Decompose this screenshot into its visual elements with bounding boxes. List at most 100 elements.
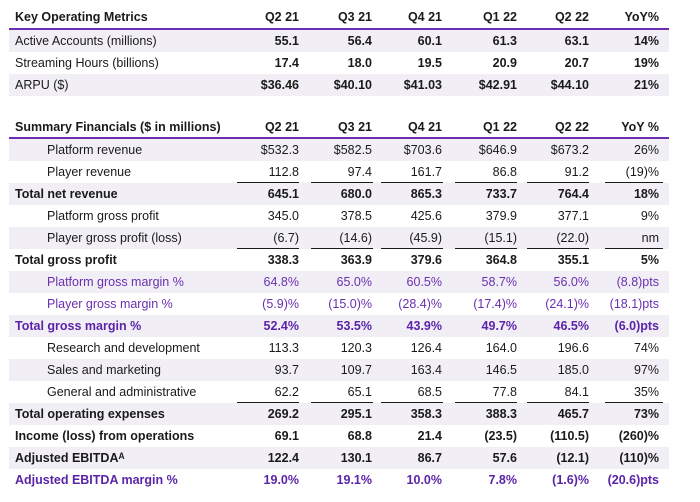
summary-financials-header: Summary Financials ($ in millions) Q2 21… [9, 116, 669, 138]
cell: 379.6 [410, 253, 442, 267]
sf-row-player-gross-margin: Player gross margin % (5.9)% (15.0)% (28.4)… [9, 293, 669, 315]
cell: 18.0 [347, 56, 372, 70]
cell: 17.4 [274, 56, 299, 70]
cell: 68.5 [417, 385, 442, 399]
cell: (6.0)pts [614, 319, 659, 333]
cell: 77.8 [492, 385, 517, 399]
cell: (15.0)% [328, 297, 372, 311]
cell: 63.1 [564, 34, 589, 48]
sf-row-total-gross-profit: Total gross profit 338.3 363.9 379.6 364.8 35… [9, 249, 669, 271]
cell: 425.6 [410, 209, 442, 223]
row-label: Total net revenue [15, 187, 118, 201]
sf-row-total-net-revenue: Total net revenue 645.1 680.0 865.3 733.7 764… [9, 183, 669, 205]
cell: 61.3 [492, 34, 517, 48]
cell: 58.7% [481, 275, 517, 289]
cell: 68.8 [347, 429, 372, 443]
cell: 49.7% [481, 319, 517, 333]
cell: 14% [633, 34, 659, 48]
cell: (14.6) [339, 231, 372, 245]
cell: 9% [640, 209, 659, 223]
cell: 21.4 [417, 429, 442, 443]
subtotal-rule [237, 248, 299, 249]
cell: 7.8% [488, 473, 518, 487]
sf-row-platform-gross-profit: Platform gross profit 345.0 378.5 425.6 379.… [9, 205, 669, 227]
cell: 97.4 [347, 165, 372, 179]
subtotal-rule [605, 248, 663, 249]
subtotal-rule [455, 182, 517, 183]
subtotal-rule [605, 182, 663, 183]
subtotal-rule [311, 402, 373, 403]
cell: 86.8 [492, 165, 517, 179]
cell: 358.3 [410, 407, 442, 421]
cell: 20.9 [492, 56, 517, 70]
cell: 69.1 [274, 429, 299, 443]
cell: $582.5 [333, 143, 372, 157]
cell: (17.4)% [473, 297, 517, 311]
row-label: Streaming Hours (billions) [15, 56, 159, 70]
cell: 163.4 [410, 363, 442, 377]
row-label: ARPU ($) [15, 78, 69, 92]
cell: 53.5% [336, 319, 372, 333]
cell: $673.2 [550, 143, 589, 157]
kom-header-q3-21: Q3 21 [337, 10, 372, 24]
subtotal-rule [311, 248, 373, 249]
sf-row-platform-gross-margin: Platform gross margin % 64.8% 65.0% 60.5% 58… [9, 271, 669, 293]
cell: $41.03 [403, 78, 442, 92]
cell: (6.7) [273, 231, 299, 245]
cell: 377.1 [557, 209, 589, 223]
cell: nm [641, 231, 659, 245]
row-label: Active Accounts (millions) [15, 34, 157, 48]
cell: 19.5 [417, 56, 442, 70]
sf-header-yoy: YoY % [621, 120, 659, 134]
row-label: Player revenue [47, 165, 132, 179]
cell: 764.4 [557, 187, 589, 201]
cell: 164.0 [485, 341, 517, 355]
kom-body: Active Accounts (millions) 55.1 56.4 60.… [9, 30, 669, 96]
cell: 55.1 [274, 34, 299, 48]
cell: (12.1) [556, 451, 589, 465]
cell: (23.5) [484, 429, 517, 443]
cell: 120.3 [340, 341, 372, 355]
cell: 43.9% [406, 319, 442, 333]
cell: $42.91 [478, 78, 517, 92]
subtotal-rule [381, 402, 443, 403]
cell: 73% [633, 407, 659, 421]
subtotal-rule [381, 182, 443, 183]
row-label: Platform gross profit [47, 209, 159, 223]
subtotal-rule [605, 402, 663, 403]
kom-header-q1-22: Q1 22 [482, 10, 517, 24]
cell: (28.4)% [398, 297, 442, 311]
cell: 60.5% [406, 275, 442, 289]
cell: (22.0) [556, 231, 589, 245]
cell: 733.7 [485, 187, 517, 201]
kom-header-q2-21: Q2 21 [264, 10, 299, 24]
subtotal-rule [237, 182, 299, 183]
kom-header-rule [9, 28, 669, 30]
cell: 388.3 [485, 407, 517, 421]
sf-row-sales-marketing: Sales and marketing 93.7 109.7 163.4 146.5 18… [9, 359, 669, 381]
cell: 379.9 [485, 209, 517, 223]
cell: 113.3 [268, 341, 299, 355]
sf-header-label: Summary Financials ($ in millions) [15, 120, 221, 134]
subtotal-rule [527, 248, 589, 249]
subtotal-rule [455, 402, 517, 403]
cell: 57.6 [492, 451, 517, 465]
cell: (8.8)pts [616, 275, 659, 289]
row-label: Adjusted EBITDA margin % [15, 473, 178, 487]
cell: 185.0 [557, 363, 589, 377]
cell: 20.7 [564, 56, 589, 70]
cell: 65.0% [336, 275, 372, 289]
sf-header-q2-22: Q2 22 [554, 120, 589, 134]
sf-row-income-from-operations: Income (loss) from operations 69.1 68.8 21.… [9, 425, 669, 447]
cell: (19)% [625, 165, 659, 179]
cell: 680.0 [340, 187, 372, 201]
cell: 19% [633, 56, 659, 70]
sf-row-research-development: Research and development 113.3 120.3 126.4 1… [9, 337, 669, 359]
sf-row-platform-revenue: Platform revenue $532.3 $582.5 $703.6 $646.9… [9, 139, 669, 161]
row-label: Adjusted EBITDAᴬ [15, 451, 125, 465]
subtotal-rule [527, 182, 589, 183]
sf-header-q2-21: Q2 21 [264, 120, 299, 134]
cell: 26% [633, 143, 659, 157]
cell: 56.4 [347, 34, 372, 48]
cell: 18% [633, 187, 659, 201]
